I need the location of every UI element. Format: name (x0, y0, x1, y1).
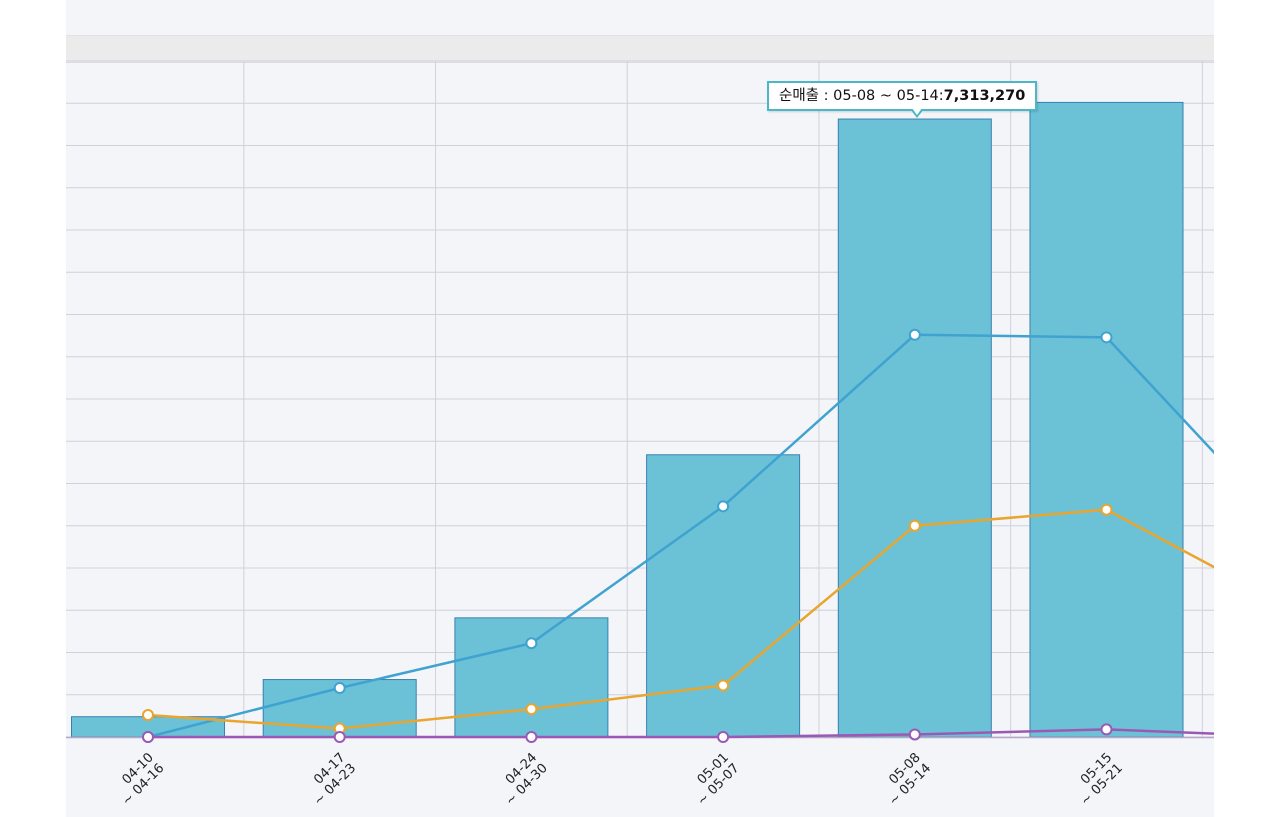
data-point (1100, 331, 1113, 344)
tooltip-value: 7,313,270 (943, 88, 1026, 104)
data-point (525, 703, 538, 716)
data-point (333, 681, 346, 694)
bar (454, 617, 609, 738)
bar (1029, 101, 1184, 738)
grid-lines (66, 60, 1214, 738)
data-point (717, 731, 730, 743)
data-point (717, 500, 730, 513)
chart-panel: 04-10~ 04-16 04-17~ 04-23 04-24~ 04-30 05-0… (66, 0, 1214, 817)
bar (646, 454, 801, 738)
x-tick-label: 05-08~ 05-14 (876, 750, 935, 809)
data-point (908, 519, 921, 532)
chart-top-strip (66, 0, 1214, 34)
data-point (142, 731, 154, 743)
data-point (333, 731, 346, 743)
bar (837, 118, 992, 738)
data-point (1100, 503, 1113, 516)
line-series (142, 328, 1214, 743)
data-point (525, 637, 538, 650)
x-tick-label: 04-10~ 04-16 (109, 750, 168, 809)
tooltip-category: 05-08 ~ 05-14 (833, 88, 939, 104)
data-point (717, 679, 730, 692)
x-tick-label: 05-01~ 05-07 (684, 750, 743, 809)
chart-header-strip (66, 35, 1214, 63)
x-tick-label: 05-15~ 05-21 (1067, 750, 1126, 809)
bar-series (71, 101, 1184, 738)
data-point (142, 709, 154, 722)
chart-plot: 04-10~ 04-16 04-17~ 04-23 04-24~ 04-30 05-0… (66, 60, 1214, 809)
x-tick-label: 04-24~ 04-30 (492, 750, 551, 809)
tooltip-arrow-inner (912, 108, 922, 115)
line-series (142, 723, 1214, 743)
chart-tooltip: 순매출 : 05-08 ~ 05-14:7,313,270 (767, 81, 1038, 111)
data-point (1100, 723, 1113, 736)
tooltip-series-name: 순매출 (779, 88, 820, 104)
x-tick-label: 04-17~ 04-23 (301, 750, 360, 809)
x-tick-labels: 04-10~ 04-16 04-17~ 04-23 04-24~ 04-30 05-0… (109, 750, 1126, 809)
data-point (908, 328, 921, 341)
line-series (142, 503, 1214, 735)
data-point (908, 728, 921, 741)
data-point (525, 731, 538, 743)
